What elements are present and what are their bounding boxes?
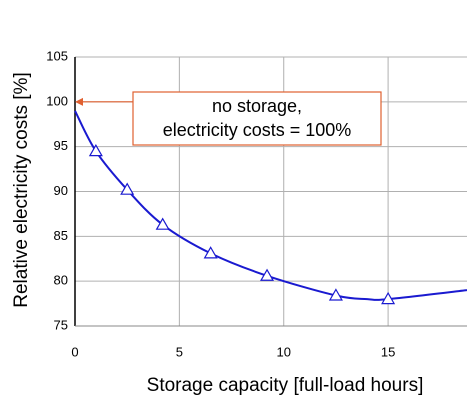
y-tick-label: 90	[54, 183, 68, 198]
marker	[203, 246, 218, 259]
marker	[381, 291, 396, 305]
y-tick-label: 85	[54, 228, 68, 243]
marker	[120, 182, 135, 195]
marker	[260, 268, 275, 281]
x-axis-label: Storage capacity [full-load hours]	[147, 375, 424, 396]
annotation-box	[132, 91, 382, 146]
annotation-arrowhead	[75, 97, 83, 106]
x-tick-label: 5	[176, 344, 183, 359]
y-tick-label: 75	[54, 317, 68, 332]
x-tick-label: 10	[276, 344, 290, 359]
marker	[88, 143, 103, 157]
marker	[155, 217, 170, 230]
y-tick-label: 80	[54, 273, 68, 288]
y-tick-label: 95	[54, 138, 68, 153]
y-tick-label: 100	[46, 93, 68, 108]
y-tick-label: 105	[46, 48, 68, 63]
y-axis-label: Relative electricity costs [%]	[11, 72, 32, 307]
marker	[328, 288, 343, 301]
line	[74, 110, 467, 301]
x-tick-label: 15	[381, 344, 395, 359]
annotation-text: electricity costs = 100%	[163, 120, 352, 140]
x-tick-label: 0	[71, 344, 78, 359]
annotation-text: no storage,	[212, 96, 302, 116]
